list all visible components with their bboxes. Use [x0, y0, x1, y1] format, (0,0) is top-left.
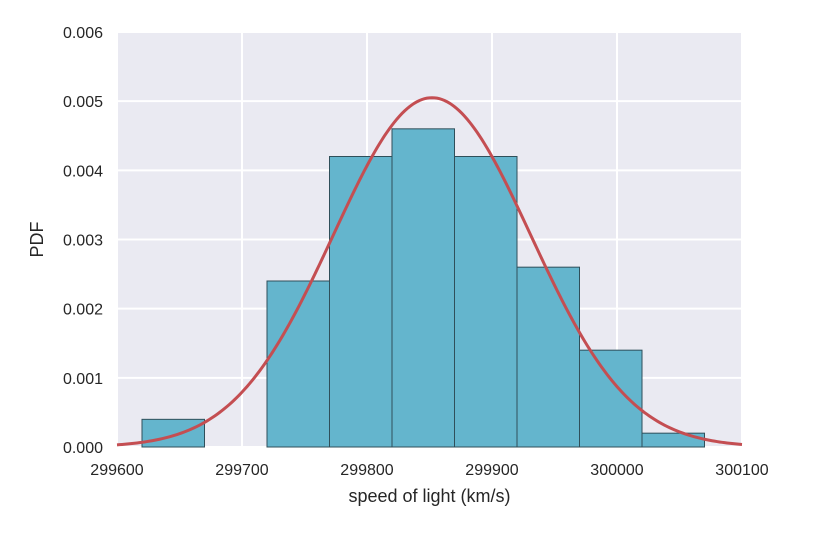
normal-pdf-curve	[116, 96, 743, 447]
y-axis-label: PDF	[27, 221, 47, 257]
x-tick-label: 299800	[340, 462, 393, 479]
y-tick-label: 0.004	[63, 163, 103, 180]
histogram-bar	[641, 432, 705, 448]
x-tick-label: 299600	[90, 462, 143, 479]
histogram-bar	[329, 156, 393, 448]
y-tick-label: 0.003	[63, 233, 103, 250]
histogram-bar	[454, 156, 518, 448]
histogram-bar	[391, 128, 455, 448]
histogram-bar	[141, 418, 205, 448]
y-tick-labels: 0.000 0.001 0.002 0.003 0.004 0.005 0.006	[63, 25, 103, 457]
y-tick-label: 0.002	[63, 302, 103, 319]
histogram-bar	[579, 349, 643, 448]
x-tick-labels: 299600 299700 299800 299900 300000 300100	[90, 462, 768, 479]
x-tick-label: 300000	[590, 462, 643, 479]
histogram-bars	[141, 128, 705, 448]
x-tick-label: 299900	[465, 462, 518, 479]
histogram-bar	[516, 266, 580, 448]
y-tick-label: 0.000	[63, 440, 103, 457]
x-tick-label: 299700	[215, 462, 268, 479]
y-tick-label: 0.006	[63, 25, 103, 42]
x-tick-label: 300100	[715, 462, 768, 479]
x-axis-label: speed of light (km/s)	[348, 486, 510, 506]
y-tick-label: 0.001	[63, 371, 103, 388]
y-tick-label: 0.005	[63, 94, 103, 111]
